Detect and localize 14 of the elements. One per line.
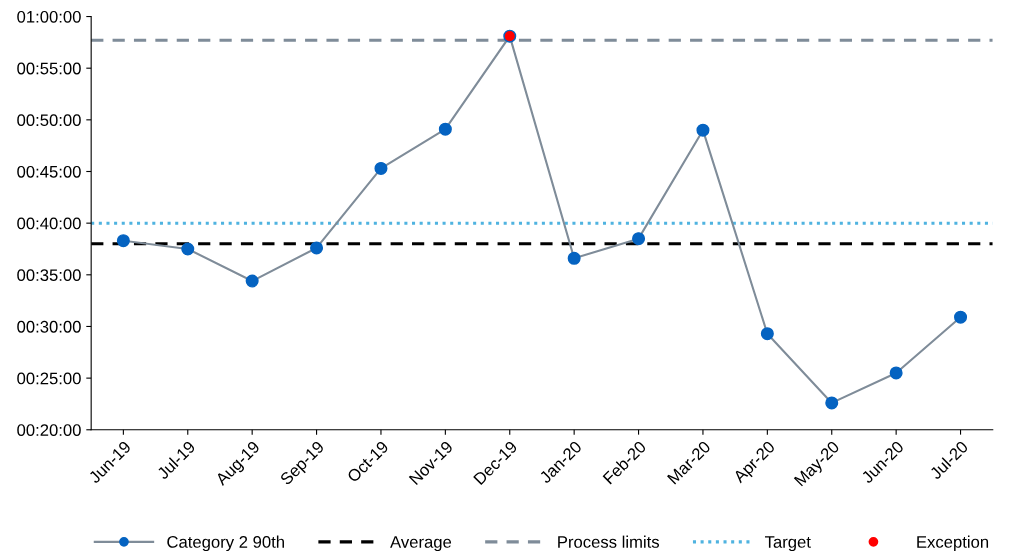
y-tick-label: 00:40:00 (17, 217, 81, 230)
legend-label: Process limits (558, 535, 660, 548)
y-tick-label: 00:25:00 (17, 372, 81, 385)
y-tick-label: 00:50:00 (17, 114, 81, 127)
legend-label: Average (390, 536, 452, 551)
y-tick-label: 00:45:00 (17, 165, 81, 178)
legend-label: Category 2 90th (167, 535, 284, 551)
y-tick-label: 00:35:00 (17, 269, 81, 282)
y-tick-label: 01:00:00 (17, 10, 81, 23)
legend-label: Target (764, 536, 811, 551)
legend-label: Exception (917, 535, 989, 551)
y-tick-label: 00:55:00 (17, 62, 81, 75)
y-tick-label: 00:20:00 (17, 424, 81, 436)
y-tick-label: 00:30:00 (17, 320, 81, 333)
